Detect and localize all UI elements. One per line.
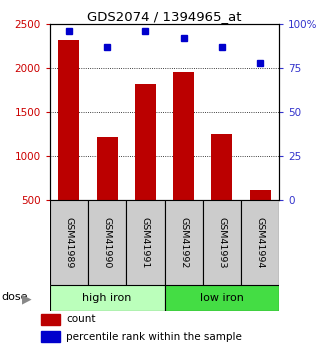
Bar	[203, 200, 241, 285]
Text: percentile rank within the sample: percentile rank within the sample	[66, 332, 242, 342]
Text: ▶: ▶	[22, 292, 31, 305]
Text: dose: dose	[2, 293, 28, 302]
Text: GSM41993: GSM41993	[217, 217, 226, 268]
Bar	[164, 285, 279, 310]
Bar	[250, 189, 271, 200]
Bar	[50, 200, 88, 285]
Bar	[241, 200, 279, 285]
Bar	[97, 137, 118, 200]
Bar	[126, 200, 164, 285]
Bar	[40, 314, 60, 325]
Text: count: count	[66, 315, 96, 324]
Bar	[58, 40, 79, 200]
Bar	[173, 72, 194, 200]
Text: GSM41994: GSM41994	[256, 217, 265, 268]
Text: GSM41992: GSM41992	[179, 217, 188, 268]
Bar	[135, 84, 156, 200]
Bar	[211, 134, 232, 200]
Text: high iron: high iron	[82, 293, 132, 303]
Text: GSM41990: GSM41990	[103, 217, 112, 268]
Text: low iron: low iron	[200, 293, 244, 303]
Text: GSM41989: GSM41989	[65, 217, 74, 268]
Text: GSM41991: GSM41991	[141, 217, 150, 268]
Bar	[50, 285, 164, 310]
Bar	[40, 331, 60, 342]
Title: GDS2074 / 1394965_at: GDS2074 / 1394965_at	[87, 10, 242, 23]
Bar	[164, 200, 203, 285]
Bar	[88, 200, 126, 285]
